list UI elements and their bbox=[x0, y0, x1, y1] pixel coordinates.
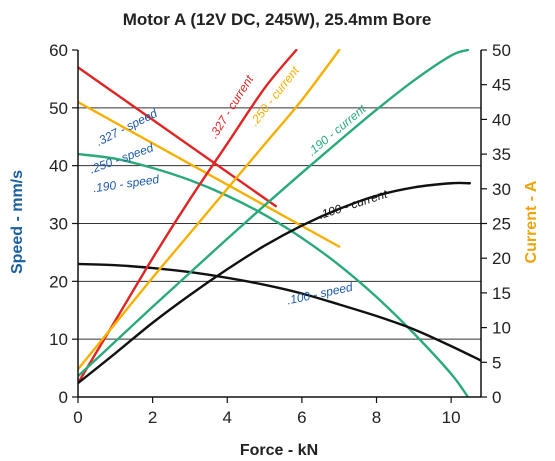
y-left-tick-label: 50 bbox=[49, 99, 68, 118]
y-right-tick-labels: 0 5 10 15 20 25 30 35 40 45 50 bbox=[492, 41, 511, 407]
x-tick-label: 0 bbox=[73, 408, 82, 427]
y-right-tick-label: 40 bbox=[492, 110, 511, 129]
y-left-tick-label: 30 bbox=[49, 215, 68, 234]
y-right-tick-label: 25 bbox=[492, 215, 511, 234]
y-left-tick-label: 60 bbox=[49, 41, 68, 60]
y-right-tick-label: 5 bbox=[492, 353, 501, 372]
y-left-tick-label: 20 bbox=[49, 272, 68, 291]
x-tick-labels: 0 2 4 6 8 10 bbox=[73, 408, 460, 427]
series-line-250-speed bbox=[78, 100, 341, 248]
y-left-tick-label: 0 bbox=[59, 388, 68, 407]
y-right-tick-label: 50 bbox=[492, 41, 511, 60]
y-left-tick-labels: 0 10 20 30 40 50 60 bbox=[49, 41, 68, 407]
x-tick-label: 2 bbox=[148, 408, 157, 427]
y-right-tick-label: 20 bbox=[492, 249, 511, 268]
series-line-327-speed bbox=[78, 66, 277, 208]
series-label-190-speed: .190 - speed bbox=[92, 172, 160, 195]
y-left-tick-label: 40 bbox=[49, 157, 68, 176]
series-label-100-speed: .100 - speed bbox=[286, 280, 354, 308]
series-line-100-current bbox=[78, 181, 472, 385]
y-left-axis-label: Speed - mm/s bbox=[9, 170, 26, 274]
axes bbox=[72, 49, 487, 403]
series-line-190-current bbox=[78, 49, 470, 378]
series-label-327-current: .327 - current bbox=[206, 72, 256, 141]
y-right-tick-label: 0 bbox=[492, 388, 501, 407]
x-tick-label: 4 bbox=[223, 408, 232, 427]
series-line-190-speed bbox=[78, 152, 470, 397]
series-label-250-current: .250 - current bbox=[247, 63, 302, 128]
y-left-tick-label: 10 bbox=[49, 330, 68, 349]
x-tick-label: 8 bbox=[372, 408, 381, 427]
series-label-190-current: .190 - current bbox=[305, 101, 369, 158]
y-right-tick-label: 10 bbox=[492, 319, 511, 338]
series-line-100-speed bbox=[78, 262, 481, 362]
x-tick-label: 6 bbox=[297, 408, 306, 427]
y-right-tick-label: 35 bbox=[492, 145, 511, 164]
x-axis-label: Force - kN bbox=[240, 442, 318, 459]
y-right-tick-label: 30 bbox=[492, 180, 511, 199]
series-line-250-current bbox=[78, 49, 341, 371]
y-right-tick-label: 45 bbox=[492, 76, 511, 95]
series-label-100-current: .100 - current bbox=[317, 187, 390, 223]
chart-title: Motor A (12V DC, 245W), 25.4mm Bore bbox=[123, 10, 432, 29]
x-tick-label: 10 bbox=[442, 408, 461, 427]
y-right-axis-label: Current - A bbox=[523, 180, 540, 263]
y-right-tick-label: 15 bbox=[492, 284, 511, 303]
series-line-327-current bbox=[78, 49, 298, 385]
series-lines bbox=[78, 49, 481, 397]
